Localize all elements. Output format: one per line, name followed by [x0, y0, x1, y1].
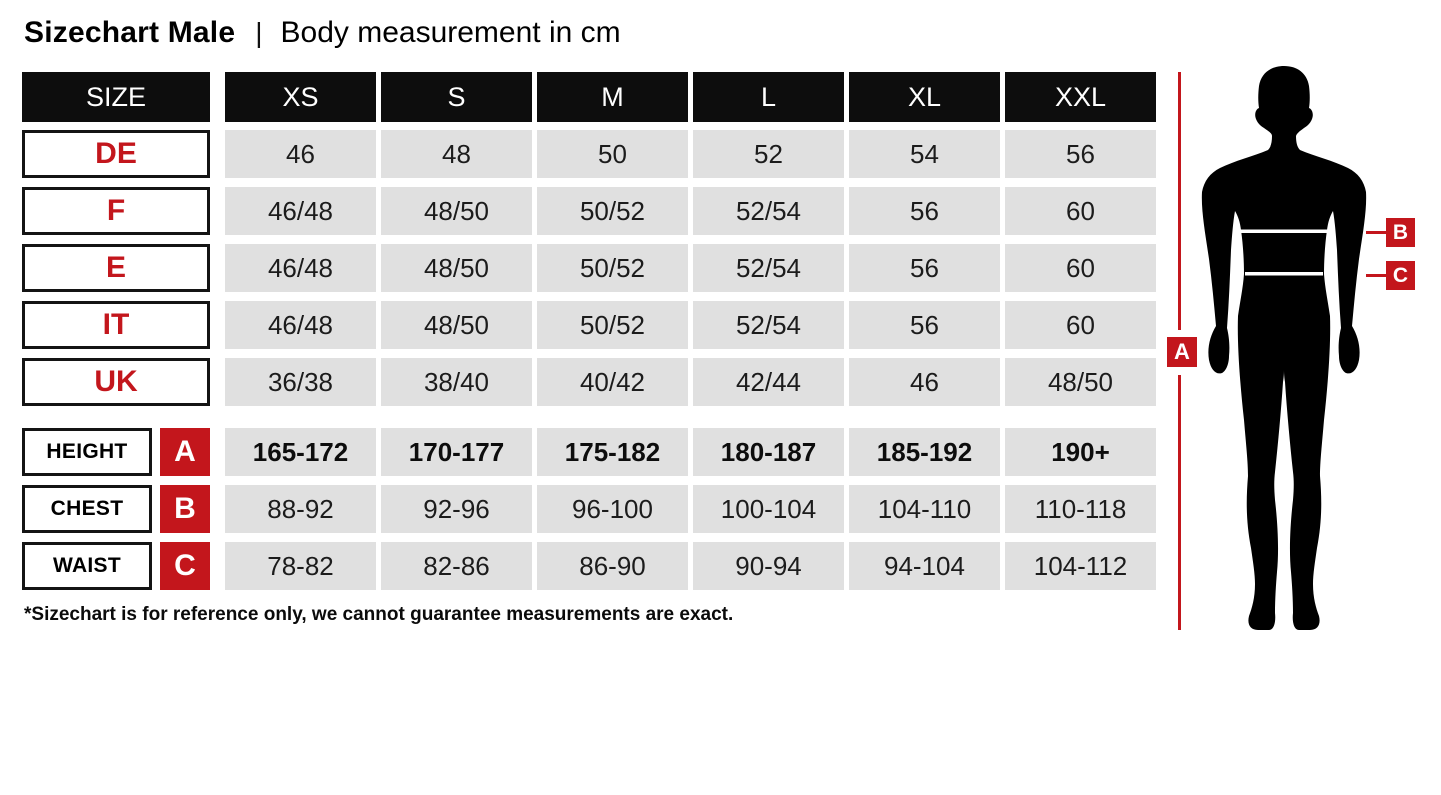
size-cell: 46/48 [225, 187, 376, 235]
measure-cell: 104-110 [849, 485, 1000, 533]
table-header-row: SIZE XS S M L XL XXL [22, 72, 1156, 122]
measure-cell: 78-82 [225, 542, 376, 590]
measure-cell: 92-96 [381, 485, 532, 533]
size-cell: 38/40 [381, 358, 532, 406]
waist-line [1245, 272, 1323, 276]
measure-cell: 110-118 [1005, 485, 1156, 533]
measure-cell: 170-177 [381, 428, 532, 476]
measure-badge-c: C [160, 542, 210, 590]
page-title: Sizechart Male | Body measurement in cm [24, 16, 621, 50]
measure-cell: 100-104 [693, 485, 844, 533]
column-header-size: SIZE [22, 72, 210, 122]
title-main: Sizechart Male [24, 16, 236, 49]
waist-connector-line [1366, 274, 1386, 277]
waist-badge-c: C [1386, 261, 1415, 290]
size-cell: 56 [849, 187, 1000, 235]
measure-badge-b: B [160, 485, 210, 533]
measure-cell: 165-172 [225, 428, 376, 476]
size-cell: 60 [1005, 301, 1156, 349]
size-cell: 36/38 [225, 358, 376, 406]
measure-cell: 180-187 [693, 428, 844, 476]
size-cell: 52/54 [693, 301, 844, 349]
size-cell: 40/42 [537, 358, 688, 406]
measure-row-label: HEIGHT [22, 428, 152, 476]
measure-cell: 96-100 [537, 485, 688, 533]
title-separator: | [255, 17, 263, 48]
measure-cell: 185-192 [849, 428, 1000, 476]
size-cell: 50/52 [537, 244, 688, 292]
measure-cell: 86-90 [537, 542, 688, 590]
size-row-uk: UK 36/38 38/40 40/42 42/44 46 48/50 [22, 358, 1156, 406]
height-measure-line-bottom [1178, 375, 1181, 630]
size-row-it: IT 46/48 48/50 50/52 52/54 56 60 [22, 301, 1156, 349]
size-cell: 48 [381, 130, 532, 178]
size-cell: 50/52 [537, 187, 688, 235]
height-badge-a: A [1167, 337, 1197, 367]
measure-cell: 190+ [1005, 428, 1156, 476]
height-measure-line-top [1178, 72, 1181, 330]
chest-badge-b: B [1386, 218, 1415, 247]
size-cell: 60 [1005, 244, 1156, 292]
size-cell: 52/54 [693, 244, 844, 292]
column-header-xs: XS [225, 72, 376, 122]
size-cell: 60 [1005, 187, 1156, 235]
size-cell: 50 [537, 130, 688, 178]
size-row-label: DE [22, 130, 210, 178]
size-cell: 42/44 [693, 358, 844, 406]
measure-cell: 94-104 [849, 542, 1000, 590]
footnote: *Sizechart is for reference only, we can… [24, 604, 734, 625]
size-cell: 52/54 [693, 187, 844, 235]
measure-cell: 82-86 [381, 542, 532, 590]
measure-cell: 90-94 [693, 542, 844, 590]
size-row-label: F [22, 187, 210, 235]
measure-row-chest: CHEST B 88-92 92-96 96-100 100-104 104-110 110-… [22, 485, 1156, 533]
size-row-label: IT [22, 301, 210, 349]
measure-cell: 88-92 [225, 485, 376, 533]
column-header-m: M [537, 72, 688, 122]
size-row-e: E 46/48 48/50 50/52 52/54 56 60 [22, 244, 1156, 292]
title-subtitle: Body measurement in cm [280, 16, 621, 49]
size-cell: 54 [849, 130, 1000, 178]
column-header-xl: XL [849, 72, 1000, 122]
size-cell: 56 [1005, 130, 1156, 178]
measure-row-height: HEIGHT A 165-172 170-177 175-182 180-187 185-1… [22, 428, 1156, 476]
size-row-de: DE 46 48 50 52 54 56 [22, 130, 1156, 178]
chest-line [1240, 229, 1328, 233]
measure-row-waist: WAIST C 78-82 82-86 86-90 90-94 94-104 104-112 [22, 542, 1156, 590]
size-cell: 48/50 [381, 301, 532, 349]
male-body-shape [1201, 66, 1367, 630]
size-cell: 46/48 [225, 301, 376, 349]
measure-badge-a: A [160, 428, 210, 476]
measure-cell: 175-182 [537, 428, 688, 476]
size-cell: 48/50 [1005, 358, 1156, 406]
size-table: SIZE XS S M L XL XXL DE 46 48 50 52 54 56 F 46/48 48/50 5… [22, 72, 1156, 599]
size-cell: 46 [849, 358, 1000, 406]
measure-cell: 104-112 [1005, 542, 1156, 590]
size-cell: 56 [849, 301, 1000, 349]
size-row-label: UK [22, 358, 210, 406]
male-silhouette [1201, 66, 1367, 630]
size-row-label: E [22, 244, 210, 292]
column-header-s: S [381, 72, 532, 122]
column-header-xxl: XXL [1005, 72, 1156, 122]
column-header-l: L [693, 72, 844, 122]
size-cell: 50/52 [537, 301, 688, 349]
size-row-f: F 46/48 48/50 50/52 52/54 56 60 [22, 187, 1156, 235]
measure-row-label: CHEST [22, 485, 152, 533]
size-cell: 52 [693, 130, 844, 178]
size-cell: 56 [849, 244, 1000, 292]
chest-connector-line [1366, 231, 1386, 234]
size-cell: 48/50 [381, 187, 532, 235]
measure-row-label: WAIST [22, 542, 152, 590]
size-cell: 46 [225, 130, 376, 178]
size-cell: 46/48 [225, 244, 376, 292]
size-cell: 48/50 [381, 244, 532, 292]
